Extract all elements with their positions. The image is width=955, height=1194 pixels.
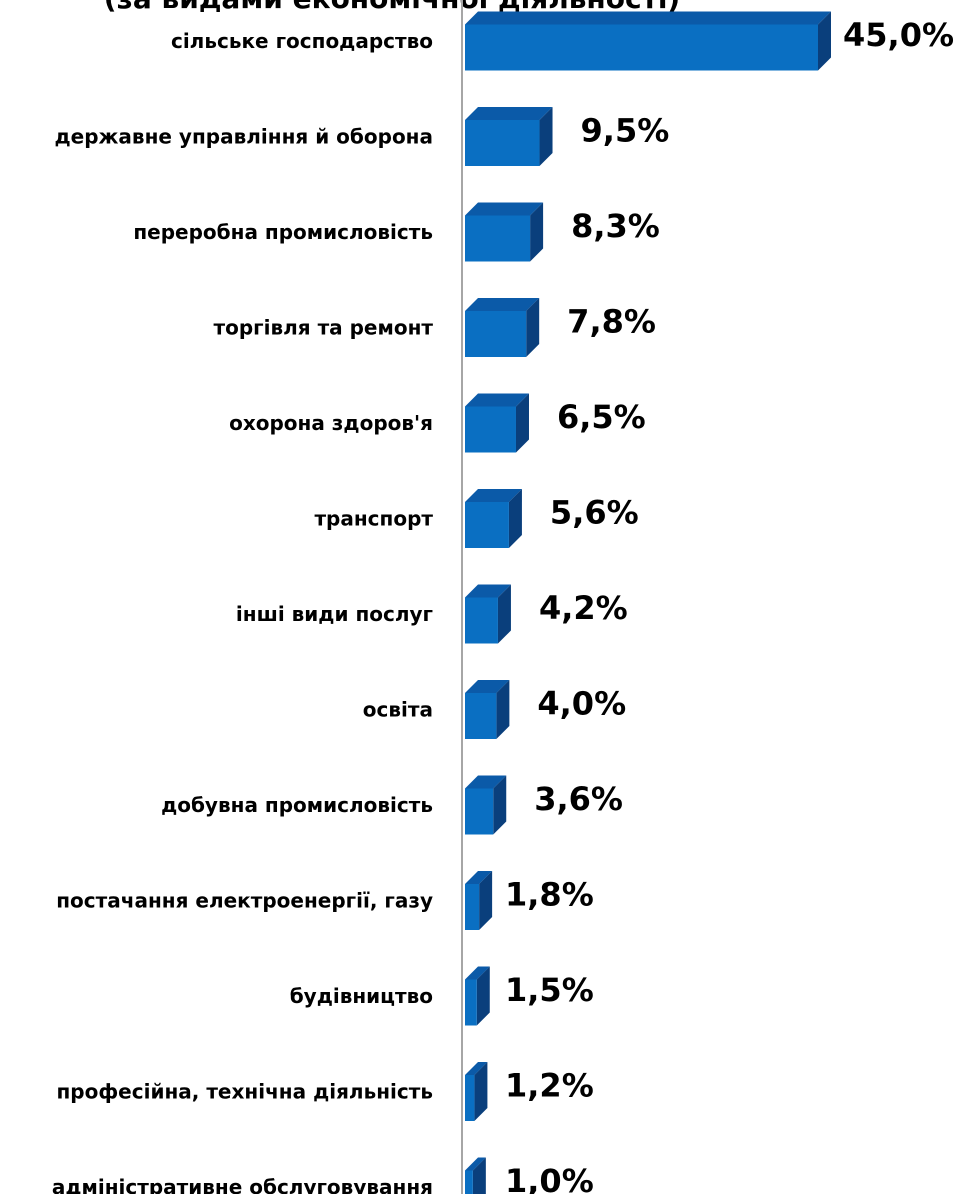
bar-front-face — [465, 215, 531, 262]
bar-4 — [465, 393, 529, 453]
bar-top-face — [465, 107, 553, 120]
bar-8 — [465, 775, 507, 835]
bar-front-face — [465, 693, 497, 739]
bar-7 — [465, 680, 510, 739]
bar-2 — [465, 202, 544, 262]
bar-front-face — [465, 406, 516, 453]
category-label: освіта — [363, 698, 433, 722]
bar-5 — [465, 489, 522, 548]
bar-side-face — [474, 1062, 488, 1121]
bar-top-face — [465, 393, 529, 407]
bar-9 — [465, 871, 493, 930]
bar-front-face — [465, 24, 818, 71]
bar-side-face — [472, 1157, 486, 1194]
bar-side-face — [515, 393, 529, 453]
bar-top-face — [465, 775, 507, 789]
value-label: 8,3% — [571, 207, 660, 245]
category-label: добувна промисловість — [161, 793, 433, 817]
bar-top-face — [465, 584, 511, 598]
value-label: 4,0% — [537, 685, 626, 723]
bar-3 — [465, 298, 540, 357]
category-label: торгівля та ремонт — [214, 316, 434, 340]
category-label: державне управління й оборона — [55, 125, 434, 149]
bar-top-face — [465, 1062, 488, 1075]
category-label: транспорт — [314, 507, 433, 531]
bar-top-face — [465, 871, 493, 884]
bars-group — [465, 11, 831, 1194]
value-label: 1,0% — [505, 1162, 594, 1194]
category-label: будівництво — [290, 984, 433, 1008]
value-label: 7,8% — [567, 303, 656, 341]
bar-front-face — [465, 1170, 473, 1194]
value-label: 45,0% — [843, 16, 954, 54]
bar-front-face — [465, 502, 509, 548]
bar-front-face — [465, 788, 494, 835]
value-label: 9,5% — [581, 112, 670, 150]
category-label: переробна промисловість — [133, 220, 433, 244]
bar-10 — [465, 966, 490, 1026]
chart-title: (за видами економічної діяльності) — [104, 0, 680, 15]
bar-12 — [465, 1157, 486, 1194]
bar-front-face — [465, 884, 480, 930]
bar-side-face — [530, 202, 544, 262]
bar-side-face — [479, 871, 493, 930]
bar-top-face — [465, 11, 831, 25]
bar-side-face — [493, 775, 507, 835]
bar-front-face — [465, 1075, 475, 1121]
bar-side-face — [476, 966, 490, 1026]
category-label: охорона здоров'я — [229, 411, 433, 435]
category-label: сільське господарство — [171, 29, 433, 53]
value-labels-group: 45,0% 9,5% 8,3% 7,8% 6,5% 5,6% 4,2% 4,0% 3,6% 1,8… — [505, 16, 954, 1194]
bar-top-face — [465, 680, 510, 693]
value-label: 1,5% — [505, 971, 594, 1009]
category-label: адміністративне обслуговування — [52, 1175, 433, 1194]
bar-side-face — [526, 298, 540, 357]
bar-front-face — [465, 597, 498, 644]
bar-0 — [465, 11, 831, 71]
bar-side-face — [818, 11, 831, 71]
category-label: інші види послуг — [236, 602, 433, 626]
bar-front-face — [465, 311, 527, 357]
bar-side-face — [496, 680, 510, 739]
bar-top-face — [465, 966, 490, 980]
bar-top-face — [465, 1157, 486, 1171]
bar-front-face — [465, 979, 477, 1026]
value-label: 1,2% — [505, 1067, 594, 1105]
bar-side-face — [497, 584, 511, 644]
value-label: 6,5% — [557, 398, 646, 436]
bar-top-face — [465, 202, 544, 216]
value-label: 3,6% — [534, 780, 623, 818]
bar-side-face — [539, 107, 553, 166]
value-label: 5,6% — [550, 494, 639, 532]
bar-side-face — [508, 489, 522, 548]
bar-6 — [465, 584, 511, 644]
value-label: 4,2% — [539, 589, 628, 627]
bar-front-face — [465, 120, 540, 166]
bar-11 — [465, 1062, 488, 1121]
category-labels-group: сільське господарство державне управління… — [52, 29, 434, 1194]
bar-1 — [465, 107, 553, 166]
value-label: 1,8% — [505, 876, 594, 914]
category-label: постачання електроенергії, газу — [56, 889, 433, 913]
category-label: професійна, технічна діяльність — [56, 1080, 433, 1104]
bar-top-face — [465, 298, 540, 311]
bar-top-face — [465, 489, 522, 502]
